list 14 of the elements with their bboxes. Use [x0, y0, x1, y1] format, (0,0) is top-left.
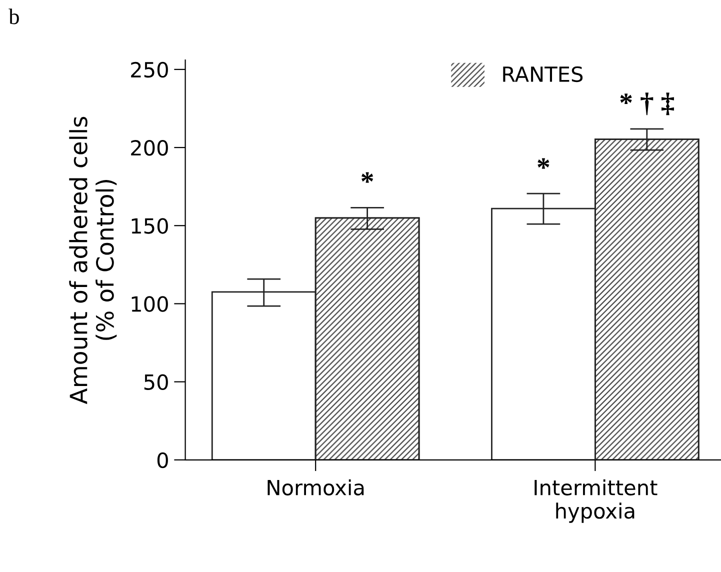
y-tick-label: 250 — [131, 62, 168, 78]
y-tick-label: 50 — [144, 374, 168, 390]
data-label: * † ‡ — [620, 92, 674, 116]
x-tick-label: Intermittent hypoxia — [534, 479, 658, 523]
text: b — [8, 8, 19, 24]
y-tick-label: 150 — [132, 218, 168, 234]
y-axis-title: Amount of adhered cells (% of Control) — [69, 116, 117, 404]
y-tick-label: 200 — [131, 140, 168, 156]
data-label: * — [362, 172, 374, 183]
legend-label: RANTES — [503, 66, 583, 82]
y-tick-label: 0 — [157, 452, 168, 468]
x-tick-label: Normoxia — [268, 479, 364, 496]
data-label: * — [538, 158, 550, 169]
y-tick-label: 100 — [132, 296, 168, 312]
